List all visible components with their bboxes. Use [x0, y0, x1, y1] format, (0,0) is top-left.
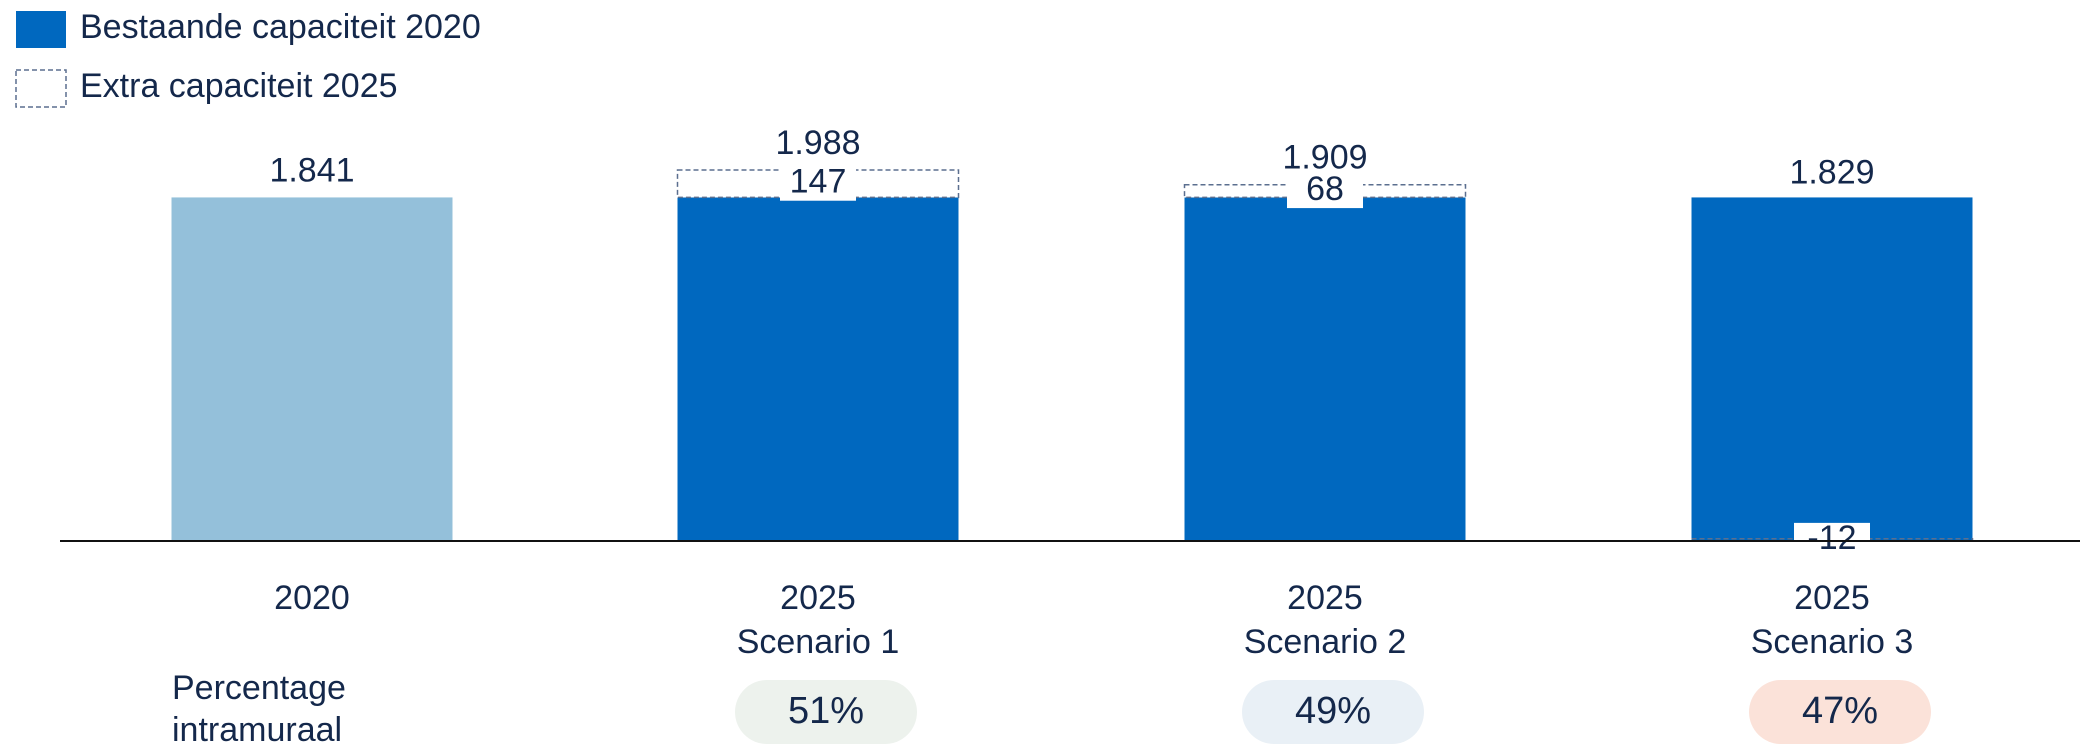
value-label-bg: [1794, 522, 1870, 557]
value-label: 68: [1306, 170, 1344, 208]
legend-label: Bestaande capaciteit 2020: [80, 8, 481, 46]
value-label-bg: [1287, 174, 1363, 209]
x-tick-label: Scenario 2: [1244, 623, 1407, 661]
value-label-bg: [780, 166, 856, 201]
percentage-pill: [1749, 680, 1931, 744]
row-label: Percentage: [172, 669, 346, 707]
percentage-label: 51%: [788, 690, 864, 732]
total-label: 1.829: [1789, 154, 1874, 192]
bar: [1184, 197, 1466, 541]
x-tick-label: 2025: [780, 579, 856, 617]
percentage-label: 47%: [1802, 690, 1878, 732]
x-tick-label: 2020: [274, 579, 350, 617]
total-label: 1.841: [269, 151, 354, 189]
total-label: 1.909: [1282, 139, 1367, 177]
bar: [171, 197, 453, 541]
x-tick-label: 2025: [1287, 579, 1363, 617]
legend-swatch: [15, 69, 67, 108]
percentage-pill: [735, 680, 917, 744]
total-label: 1.988: [775, 124, 860, 162]
bar: [677, 197, 959, 541]
percentage-label: 49%: [1295, 690, 1371, 732]
value-label: 147: [790, 163, 847, 201]
legend-label: Extra capaciteit 2025: [80, 67, 398, 105]
legend-swatch: [16, 11, 66, 48]
percentage-pill: [1242, 680, 1424, 744]
x-tick-label: 2025: [1794, 579, 1870, 617]
value-label: -12: [1807, 519, 1856, 557]
x-tick-label: Scenario 1: [737, 623, 900, 661]
bar: [1691, 197, 1973, 541]
row-label: intramuraal: [172, 711, 342, 749]
x-tick-label: Scenario 3: [1751, 623, 1914, 661]
